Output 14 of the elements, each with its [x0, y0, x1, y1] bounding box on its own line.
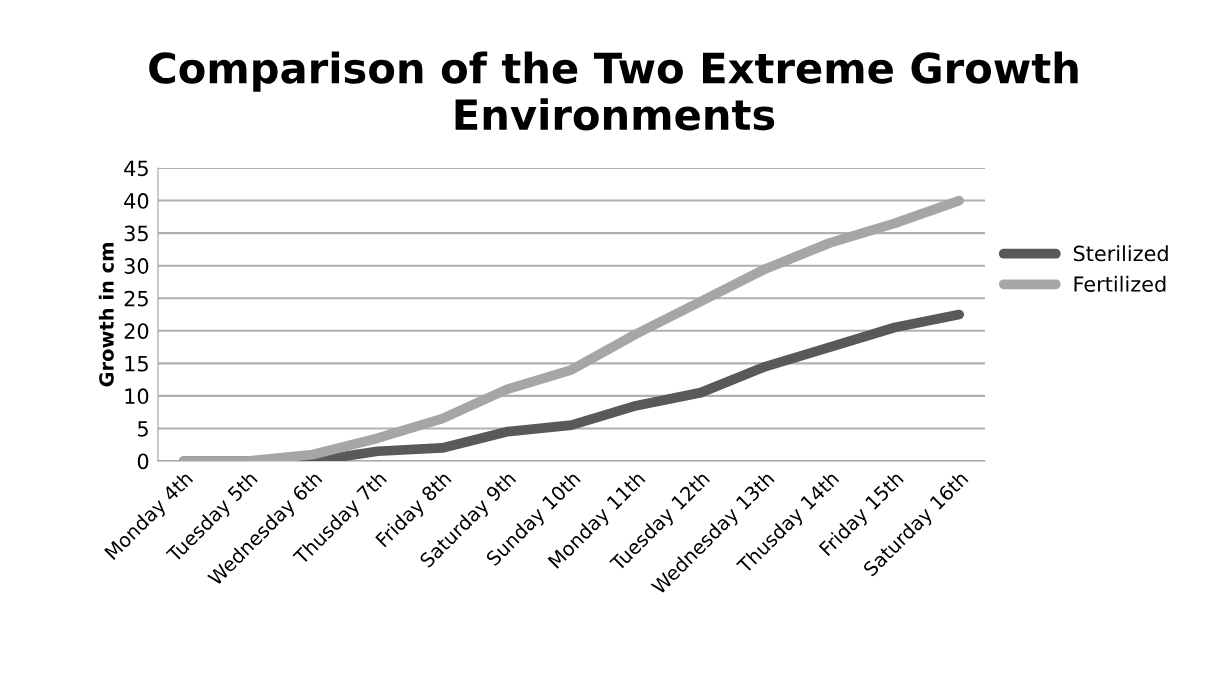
legend-label: Sterilized: [1073, 245, 1168, 262]
y-tick-label: 5: [138, 421, 148, 437]
y-tick-label: 0: [137, 453, 149, 470]
y-tick-label: 25: [124, 290, 148, 307]
legend-label: Fertilized: [1074, 275, 1166, 292]
y-tick-label: 10: [125, 388, 149, 405]
y-tick-label: 15: [125, 356, 148, 372]
chart-title: Comparison of the Two Extreme Growth Environments: [149, 51, 1078, 131]
y-tick-label: 40: [124, 193, 149, 209]
y-tick-label: 20: [124, 323, 149, 339]
y-tick-label: 35: [124, 225, 148, 242]
y-tick-label: 45: [124, 160, 148, 177]
y-tick-label: 30: [124, 258, 149, 274]
y-axis-title: Growth in cm: [98, 243, 114, 387]
